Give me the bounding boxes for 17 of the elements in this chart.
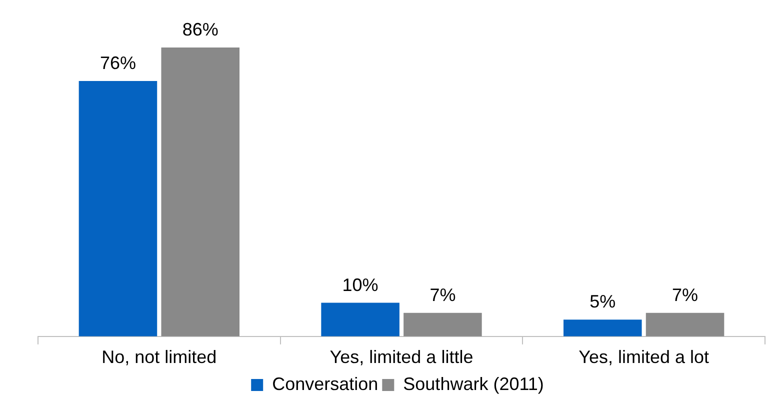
data-label: 5% (590, 292, 616, 312)
data-label: 86% (182, 19, 218, 40)
bar (646, 312, 724, 336)
data-label: 10% (342, 274, 378, 295)
x-tick-label: Yes, limited a lot (578, 347, 710, 368)
x-tick-label: Yes, limited a little (330, 347, 474, 368)
bar (321, 302, 400, 336)
legend-label: Southwark (2011) (403, 374, 544, 394)
bar (78, 81, 158, 336)
bar (564, 320, 642, 336)
data-label: 7% (672, 284, 698, 305)
bar (161, 47, 240, 336)
data-label: 76% (100, 53, 136, 74)
x-tick-label: No, not limited (102, 347, 217, 368)
data-label: 7% (430, 284, 456, 305)
bar (404, 312, 482, 336)
legend-label: Conversation (272, 374, 378, 394)
